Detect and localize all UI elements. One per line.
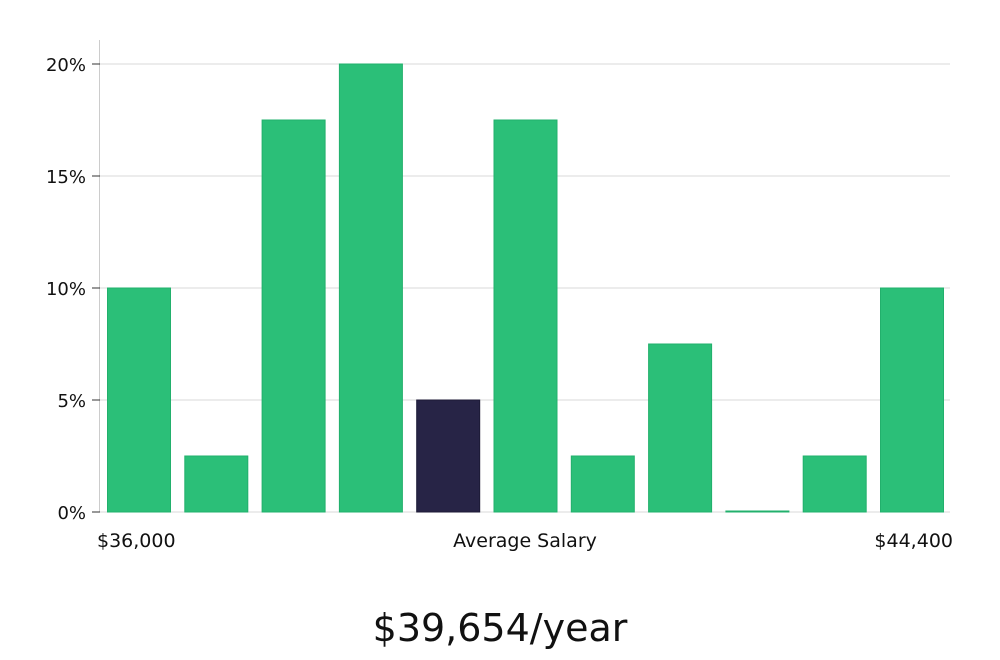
bars bbox=[107, 63, 944, 513]
bar bbox=[107, 287, 171, 513]
bar bbox=[648, 343, 713, 513]
y-tick-label: 0% bbox=[57, 503, 86, 524]
salary-distribution-chart: 0% 5% 10% 15% 20% $36,000 Average Salary $44… bbox=[46, 40, 953, 552]
y-tick-label: 20% bbox=[46, 55, 86, 76]
x-min-label: $36,000 bbox=[97, 530, 176, 552]
bar bbox=[338, 63, 403, 513]
average-salary-value: $39,654/year bbox=[372, 606, 628, 650]
y-tick-label: 15% bbox=[46, 167, 86, 188]
bar bbox=[725, 510, 790, 513]
bar bbox=[261, 119, 326, 513]
bar bbox=[493, 119, 558, 513]
y-tick-labels: 0% 5% 10% 15% 20% bbox=[46, 55, 100, 524]
y-tick-label: 10% bbox=[46, 279, 86, 300]
y-tick-label: 5% bbox=[57, 391, 86, 412]
bar-highlighted bbox=[416, 399, 481, 513]
x-axis-title: Average Salary bbox=[453, 530, 597, 552]
bar bbox=[880, 287, 944, 513]
bar bbox=[570, 455, 635, 513]
x-max-label: $44,400 bbox=[874, 530, 953, 552]
bar bbox=[802, 455, 867, 513]
bar bbox=[184, 455, 249, 513]
